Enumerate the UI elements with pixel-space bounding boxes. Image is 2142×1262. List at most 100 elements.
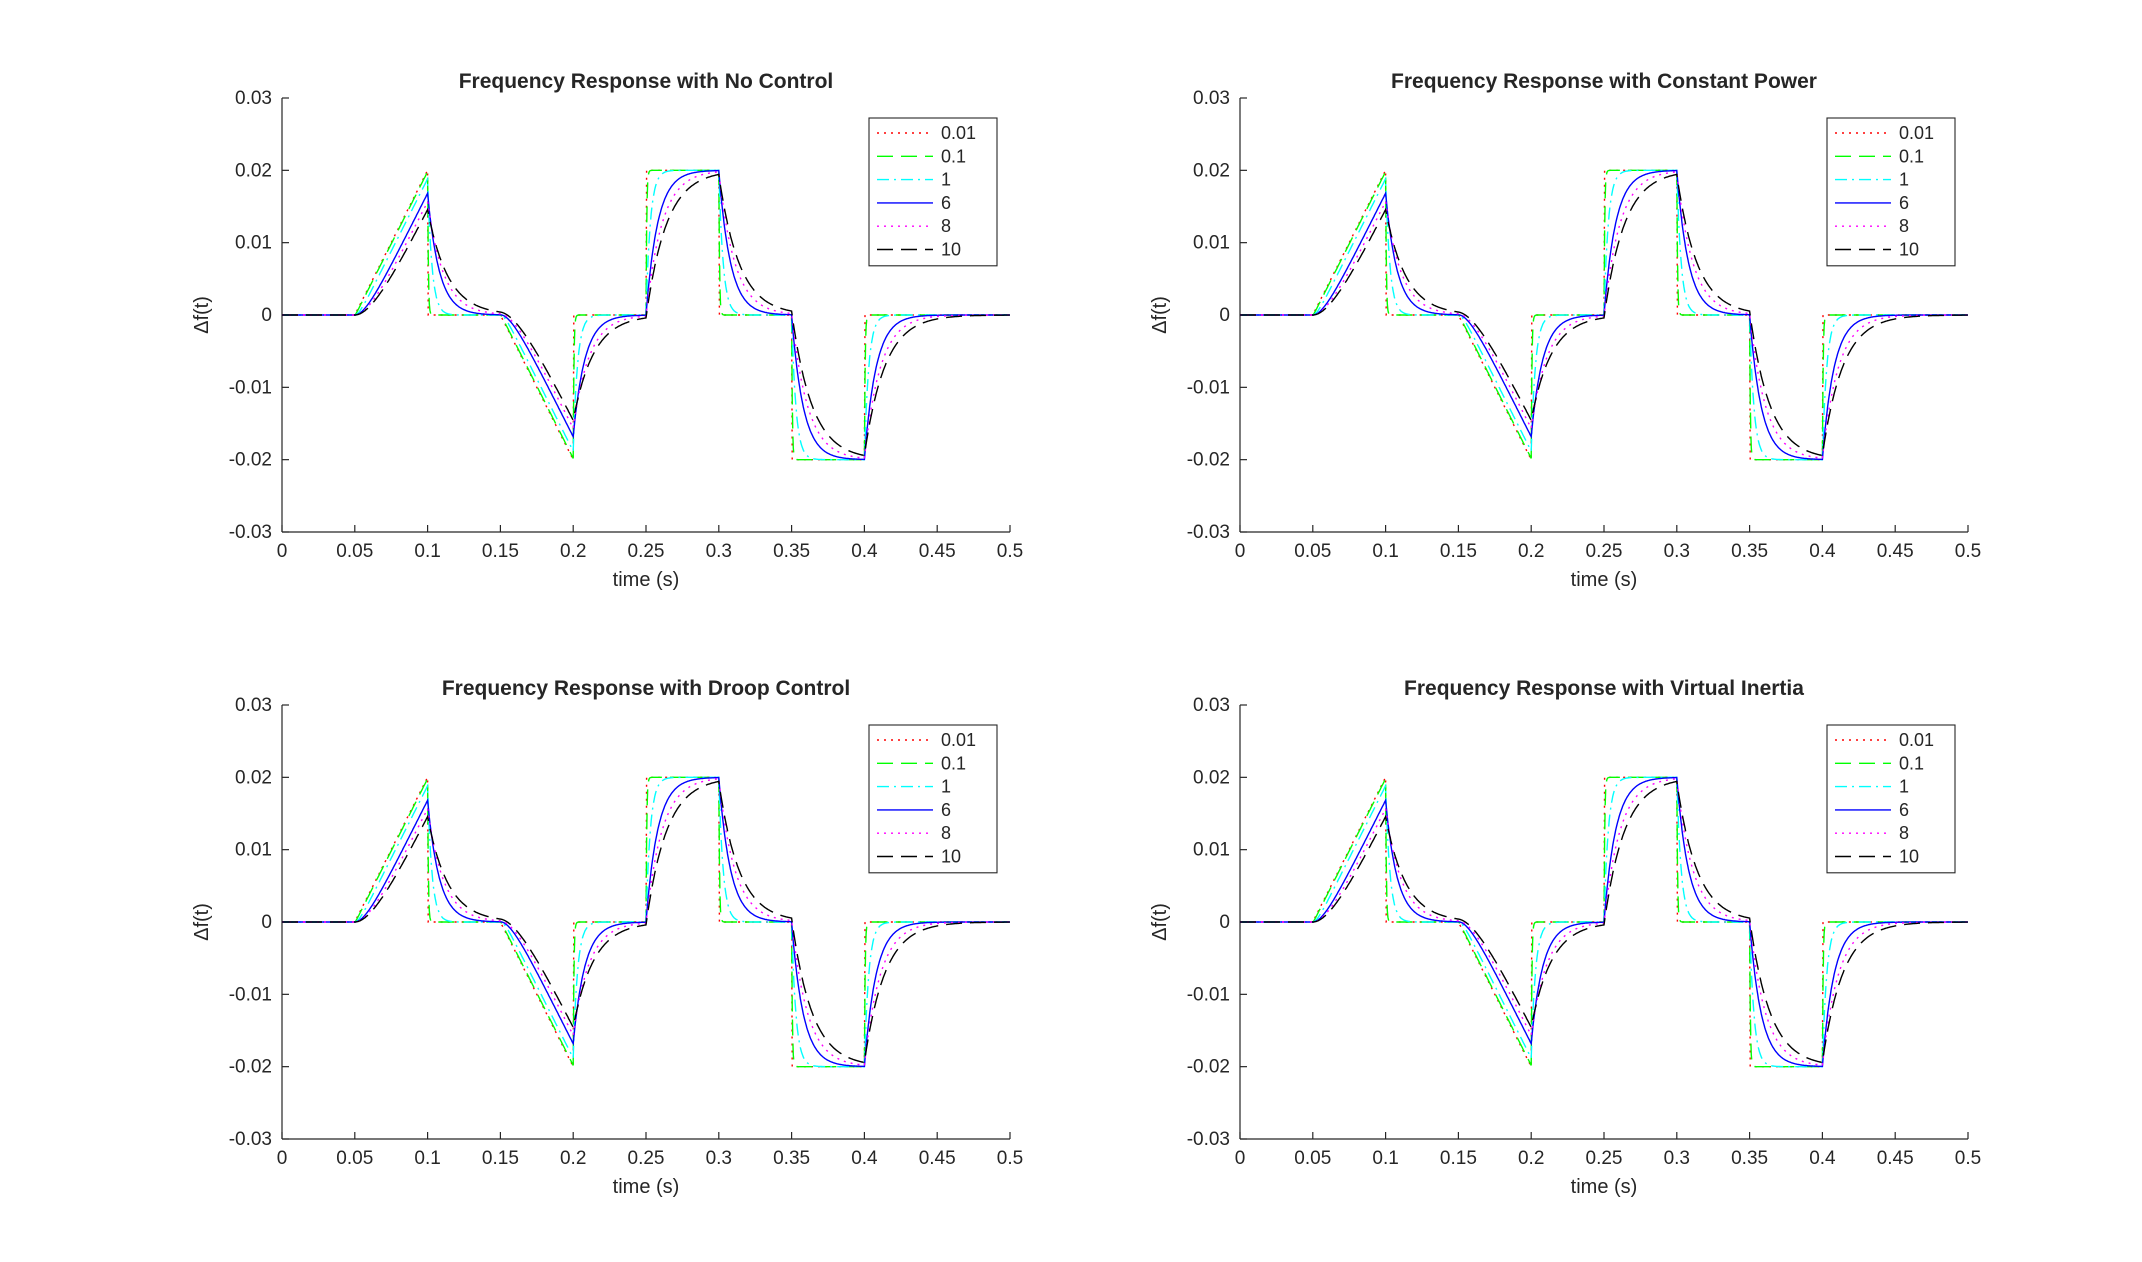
legend-label: 1 — [1899, 777, 1909, 797]
x-tick-label: 0.2 — [560, 1148, 586, 1169]
x-tick-label: 0 — [1235, 541, 1246, 562]
legend: 0.01 0.1 1 6 8 10 — [868, 117, 998, 267]
x-tick-label: 0.4 — [851, 541, 878, 562]
x-axis-label: time (s) — [613, 569, 680, 591]
y-axis-label: Δf(t) — [191, 903, 213, 941]
x-tick-label: 0.25 — [1586, 541, 1623, 562]
x-tick-label: 0.45 — [1877, 541, 1914, 562]
legend-label: 6 — [1899, 800, 1909, 820]
y-tick-label: 0 — [261, 912, 272, 933]
x-tick-label: 0.5 — [997, 541, 1023, 562]
chart-title: Frequency Response with Droop Control — [442, 677, 850, 700]
y-tick-label: 0 — [261, 305, 272, 326]
y-tick-label: -0.03 — [1187, 1129, 1230, 1150]
y-tick-label: -0.01 — [229, 984, 272, 1005]
x-tick-label: 0.5 — [1955, 541, 1981, 562]
y-tick-label: 0.02 — [235, 160, 272, 181]
x-tick-label: 0.45 — [1877, 1148, 1914, 1169]
y-axis-label: Δf(t) — [191, 296, 213, 334]
x-tick-label: 0.1 — [1372, 1148, 1398, 1169]
y-tick-label: 0.03 — [235, 88, 272, 109]
x-tick-label: 0.1 — [1372, 541, 1398, 562]
legend-box — [868, 724, 998, 874]
y-tick-label: 0.02 — [1193, 160, 1230, 181]
y-tick-label: 0.03 — [1193, 88, 1230, 109]
x-tick-label: 0.25 — [628, 1148, 665, 1169]
legend-label: 0.01 — [941, 123, 976, 143]
x-tick-label: 0.45 — [919, 1148, 956, 1169]
legend-label: 8 — [1899, 216, 1909, 236]
y-tick-label: 0.01 — [1193, 233, 1230, 254]
x-tick-label: 0.15 — [1440, 1148, 1477, 1169]
series-line-10 — [1240, 780, 1968, 1064]
x-tick-label: 0.15 — [1440, 541, 1477, 562]
subplot-4: Frequency Response with Virtual Inertia 0… — [1149, 677, 1981, 1198]
x-axis-label: time (s) — [1571, 569, 1638, 591]
y-tick-label: 0.01 — [235, 840, 272, 861]
legend-label: 0.1 — [1899, 753, 1924, 773]
x-tick-label: 0.35 — [773, 541, 810, 562]
y-tick-label: 0.01 — [235, 233, 272, 254]
legend-label: 6 — [941, 193, 951, 213]
x-tick-label: 0.15 — [482, 1148, 519, 1169]
y-tick-label: 0.02 — [1193, 767, 1230, 788]
x-tick-label: 0.3 — [706, 541, 732, 562]
x-tick-label: 0.3 — [1664, 1148, 1690, 1169]
series-line-10 — [282, 780, 1010, 1064]
legend-label: 6 — [941, 800, 951, 820]
y-tick-label: -0.03 — [1187, 522, 1230, 543]
series-line-10 — [1240, 173, 1968, 457]
legend-label: 8 — [941, 823, 951, 843]
x-tick-label: 0.5 — [1955, 1148, 1981, 1169]
y-tick-label: -0.03 — [229, 522, 272, 543]
legend: 0.01 0.1 1 6 8 10 — [1826, 117, 1956, 267]
y-tick-label: 0.02 — [235, 767, 272, 788]
subplot-3: Frequency Response with Droop Control 0 0.… — [191, 677, 1023, 1198]
x-tick-label: 0.4 — [1809, 1148, 1836, 1169]
y-tick-label: 0 — [1219, 305, 1230, 326]
x-tick-label: 0.4 — [1809, 541, 1836, 562]
legend-label: 10 — [941, 847, 961, 867]
legend-label: 0.1 — [1899, 146, 1924, 166]
x-tick-label: 0.15 — [482, 541, 519, 562]
x-tick-label: 0.35 — [1731, 541, 1768, 562]
y-tick-label: -0.03 — [229, 1129, 272, 1150]
y-tick-label: -0.01 — [229, 377, 272, 398]
x-tick-label: 0.2 — [560, 541, 586, 562]
y-tick-label: -0.02 — [1187, 450, 1230, 471]
legend-box — [1826, 117, 1956, 267]
legend-label: 0.01 — [1899, 730, 1934, 750]
x-tick-label: 0 — [277, 541, 288, 562]
x-tick-label: 0.5 — [997, 1148, 1023, 1169]
x-tick-label: 0.25 — [628, 541, 665, 562]
subplot-2: Frequency Response with Constant Power 0 0… — [1149, 70, 1981, 591]
legend-label: 0.1 — [941, 753, 966, 773]
legend-label: 0.01 — [1899, 123, 1934, 143]
x-tick-label: 0.3 — [706, 1148, 732, 1169]
x-tick-label: 0.4 — [851, 1148, 878, 1169]
x-tick-label: 0.1 — [414, 1148, 440, 1169]
x-tick-label: 0.35 — [1731, 1148, 1768, 1169]
legend-label: 8 — [1899, 823, 1909, 843]
subplot-1: Frequency Response with No Control 0 0.05 0… — [191, 70, 1023, 591]
legend: 0.01 0.1 1 6 8 10 — [1826, 724, 1956, 874]
legend-label: 1 — [1899, 170, 1909, 190]
legend-label: 6 — [1899, 193, 1909, 213]
legend-label: 10 — [1899, 847, 1919, 867]
x-tick-label: 0 — [277, 1148, 288, 1169]
x-tick-label: 0.2 — [1518, 1148, 1544, 1169]
y-tick-label: -0.01 — [1187, 984, 1230, 1005]
legend-label: 10 — [1899, 240, 1919, 260]
x-tick-label: 0.35 — [773, 1148, 810, 1169]
y-axis-label: Δf(t) — [1149, 296, 1171, 334]
y-tick-label: -0.02 — [1187, 1057, 1230, 1078]
y-tick-label: 0.03 — [235, 695, 272, 716]
x-tick-label: 0.45 — [919, 541, 956, 562]
legend-box — [1826, 724, 1956, 874]
y-tick-label: 0.03 — [1193, 695, 1230, 716]
x-tick-label: 0.05 — [336, 541, 373, 562]
legend-label: 1 — [941, 777, 951, 797]
x-tick-label: 0.25 — [1586, 1148, 1623, 1169]
x-tick-label: 0 — [1235, 1148, 1246, 1169]
